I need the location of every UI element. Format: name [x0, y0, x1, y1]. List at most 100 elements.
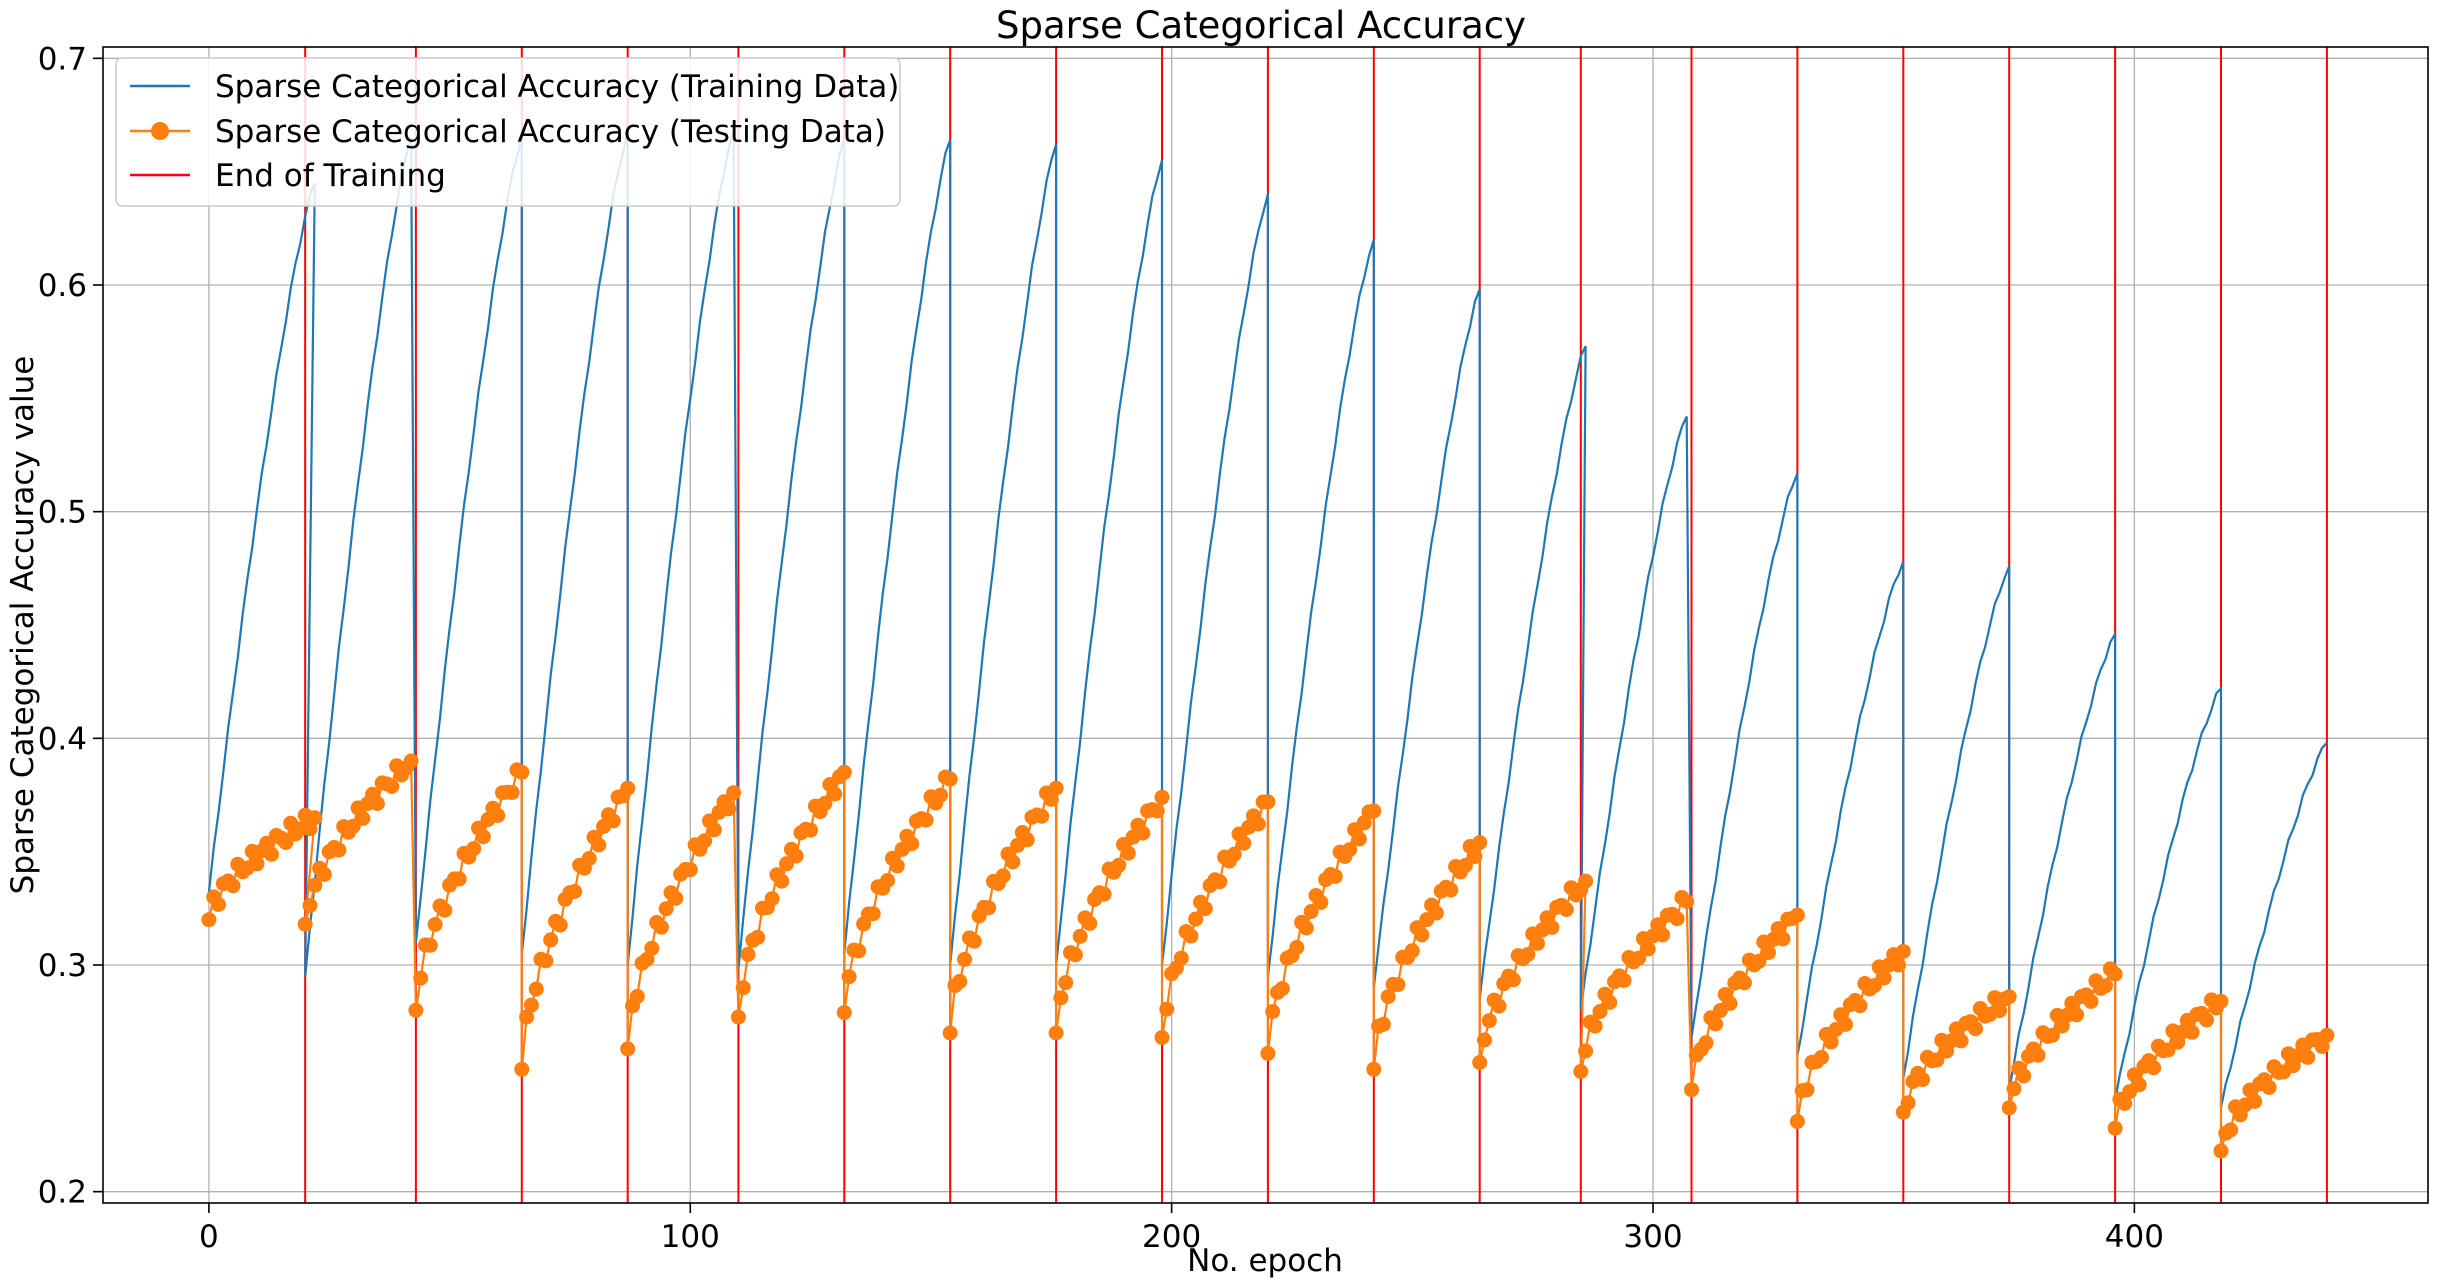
test-point	[1197, 901, 1213, 917]
test-point	[278, 835, 294, 850]
test-point	[1789, 907, 1805, 923]
test-point	[1082, 915, 1098, 931]
test-point	[726, 785, 742, 801]
test-point	[466, 841, 482, 857]
x-tick-label: 0	[199, 1219, 219, 1255]
test-point	[1578, 873, 1594, 889]
test-point	[297, 916, 313, 932]
test-point	[1472, 835, 1488, 851]
test-point	[1578, 1043, 1594, 1059]
test-point	[1505, 972, 1521, 988]
test-point	[552, 917, 568, 933]
test-point	[629, 988, 645, 1004]
test-point	[1775, 931, 1791, 947]
test-point	[2117, 1096, 2133, 1111]
test-point	[2146, 1060, 2162, 1076]
x-tick-label: 300	[1623, 1219, 1682, 1255]
test-point	[889, 858, 905, 874]
test-point	[1313, 894, 1329, 910]
legend: Sparse Categorical Accuracy (Training Da…	[115, 57, 901, 207]
test-point	[2213, 993, 2229, 1009]
test-point	[966, 933, 982, 949]
test-point	[1173, 950, 1189, 966]
test-point	[721, 801, 737, 817]
test-point	[437, 902, 453, 918]
test-point	[514, 764, 530, 780]
test-point	[952, 973, 968, 989]
test-point	[1669, 911, 1685, 927]
test-point	[1067, 947, 1083, 963]
train-line	[207, 130, 2328, 1109]
x-tick-label: 200	[1142, 1219, 1201, 1255]
test-point	[2319, 1027, 2335, 1043]
test-point	[2184, 1024, 2200, 1040]
test-point	[1380, 989, 1396, 1005]
test-point	[1005, 854, 1021, 870]
test-point	[957, 951, 973, 967]
test-point	[1428, 905, 1444, 921]
test-point	[1472, 1055, 1488, 1070]
test-point	[1891, 957, 1906, 973]
test-point	[1655, 927, 1671, 943]
test-point	[1390, 977, 1406, 993]
test-point	[697, 833, 713, 849]
test-point	[1616, 973, 1632, 988]
test-point	[1838, 1016, 1853, 1032]
x-tick-label: 100	[661, 1219, 720, 1255]
test-point	[523, 997, 539, 1013]
test-point	[1135, 825, 1151, 841]
y-tick-label: 0.5	[38, 495, 87, 531]
test-point	[1053, 990, 1069, 1006]
test-point	[1183, 928, 1199, 944]
test-point	[2083, 993, 2099, 1009]
test-point	[519, 1009, 535, 1025]
test-point	[1789, 1113, 1805, 1129]
test-point	[620, 1041, 636, 1057]
plot-frame	[102, 46, 2429, 1204]
y-axis-label: Sparse Categorical Accuracy value	[5, 356, 41, 895]
test-point	[1048, 1025, 1064, 1041]
training-series	[207, 130, 2328, 1109]
test-point	[211, 897, 226, 912]
x-axis-ticks: 0 100 200 300 400	[199, 1203, 2164, 1255]
test-point	[2314, 1039, 2330, 1054]
test-point	[1823, 1034, 1839, 1050]
test-point	[836, 764, 852, 780]
test-point	[995, 868, 1011, 884]
test-point	[1544, 919, 1560, 935]
test-point	[264, 846, 279, 862]
test-point	[933, 787, 949, 803]
test-point	[1573, 1064, 1589, 1079]
test-point	[2261, 1079, 2277, 1095]
test-point	[2001, 989, 2017, 1005]
test-point	[2045, 1027, 2060, 1043]
test-point	[682, 862, 698, 878]
test-point	[1761, 945, 1776, 961]
test-point	[1684, 1082, 1699, 1098]
test-point	[644, 940, 660, 956]
test-point	[1900, 1095, 1916, 1111]
test-point	[1929, 1052, 1945, 1068]
test-point	[942, 771, 958, 787]
grid	[103, 47, 2428, 1203]
test-point	[475, 829, 491, 845]
test-point	[567, 884, 583, 899]
test-point	[427, 917, 443, 932]
test-point	[1876, 970, 1892, 986]
y-tick-label: 0.2	[38, 1175, 87, 1211]
test-point	[1043, 791, 1059, 807]
x-tick-label: 400	[2105, 1219, 2164, 1255]
legend-box	[115, 57, 901, 207]
y-tick-label: 0.7	[38, 41, 87, 77]
test-point	[1120, 845, 1136, 861]
test-point	[1072, 928, 1088, 944]
test-point	[1260, 794, 1276, 810]
test-point	[1404, 943, 1420, 959]
x-axis-label: No. epoch	[1187, 1243, 1343, 1279]
test-point	[490, 808, 506, 823]
test-point	[408, 1002, 424, 1018]
test-point	[1722, 995, 1738, 1011]
test-point	[981, 900, 997, 916]
test-point	[1799, 1082, 1815, 1098]
